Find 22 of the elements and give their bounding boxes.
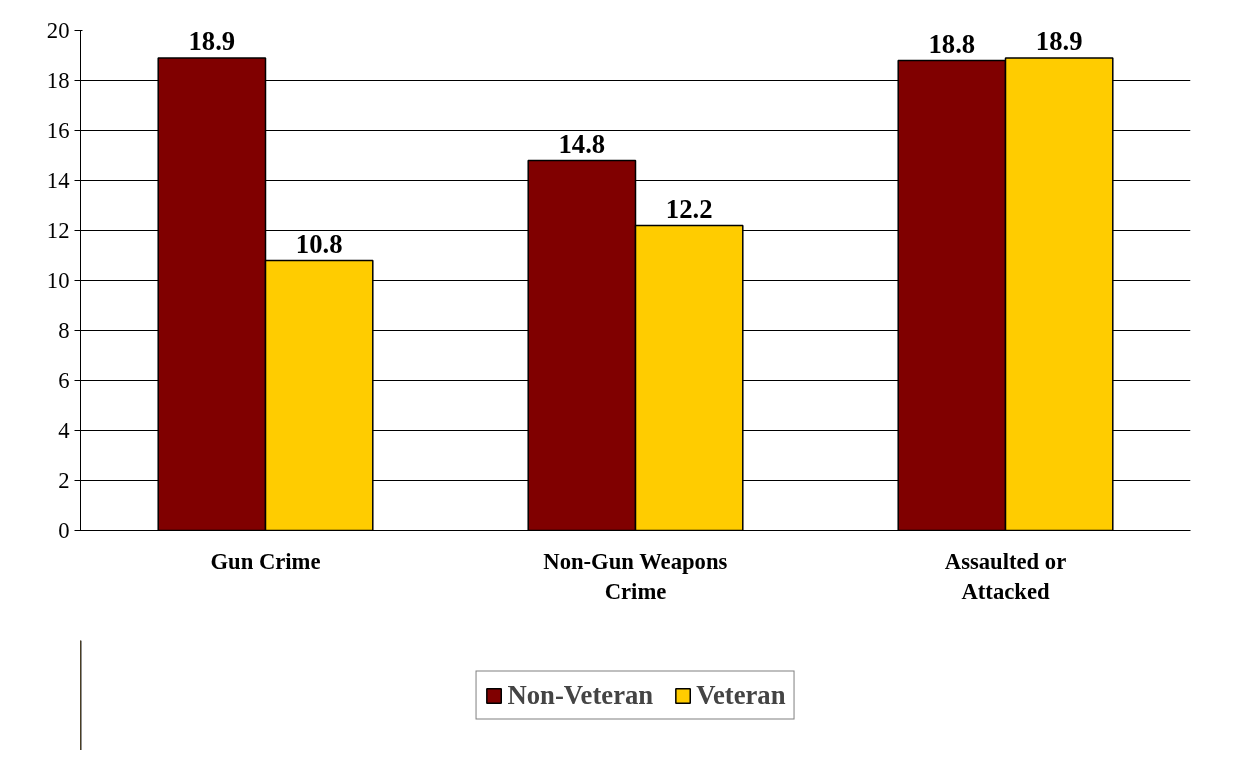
y-tick-label: 20 xyxy=(46,18,70,43)
y-tick-label: 16 xyxy=(46,118,70,143)
data-label: 18.9 xyxy=(1035,26,1083,56)
y-tick-label: 8 xyxy=(58,318,70,343)
y-tick-label: 14 xyxy=(46,168,70,193)
data-label: 12.2 xyxy=(665,193,713,224)
y-tick-label: 2 xyxy=(58,468,70,493)
data-label: 14.8 xyxy=(558,128,606,159)
legend-label: Non-Veteran xyxy=(507,679,654,711)
y-tick-label: 0 xyxy=(58,518,70,543)
data-label: 18.9 xyxy=(188,26,236,56)
data-label: 18.8 xyxy=(928,28,976,59)
y-tick-label: 4 xyxy=(58,418,70,443)
y-tick-label: 10 xyxy=(46,268,70,293)
data-label: 10.8 xyxy=(295,228,343,259)
y-tick-label: 18 xyxy=(46,68,70,93)
y-tick-label: 12 xyxy=(46,218,70,243)
y-tick-label: 6 xyxy=(58,368,70,393)
x-tick-label: Assaulted or Attacked xyxy=(944,548,1067,604)
legend-label: Veteran xyxy=(696,679,786,711)
x-tick-label: Non-Gun Weapons Crime xyxy=(543,548,728,604)
x-tick-label: Gun Crime xyxy=(210,548,321,574)
